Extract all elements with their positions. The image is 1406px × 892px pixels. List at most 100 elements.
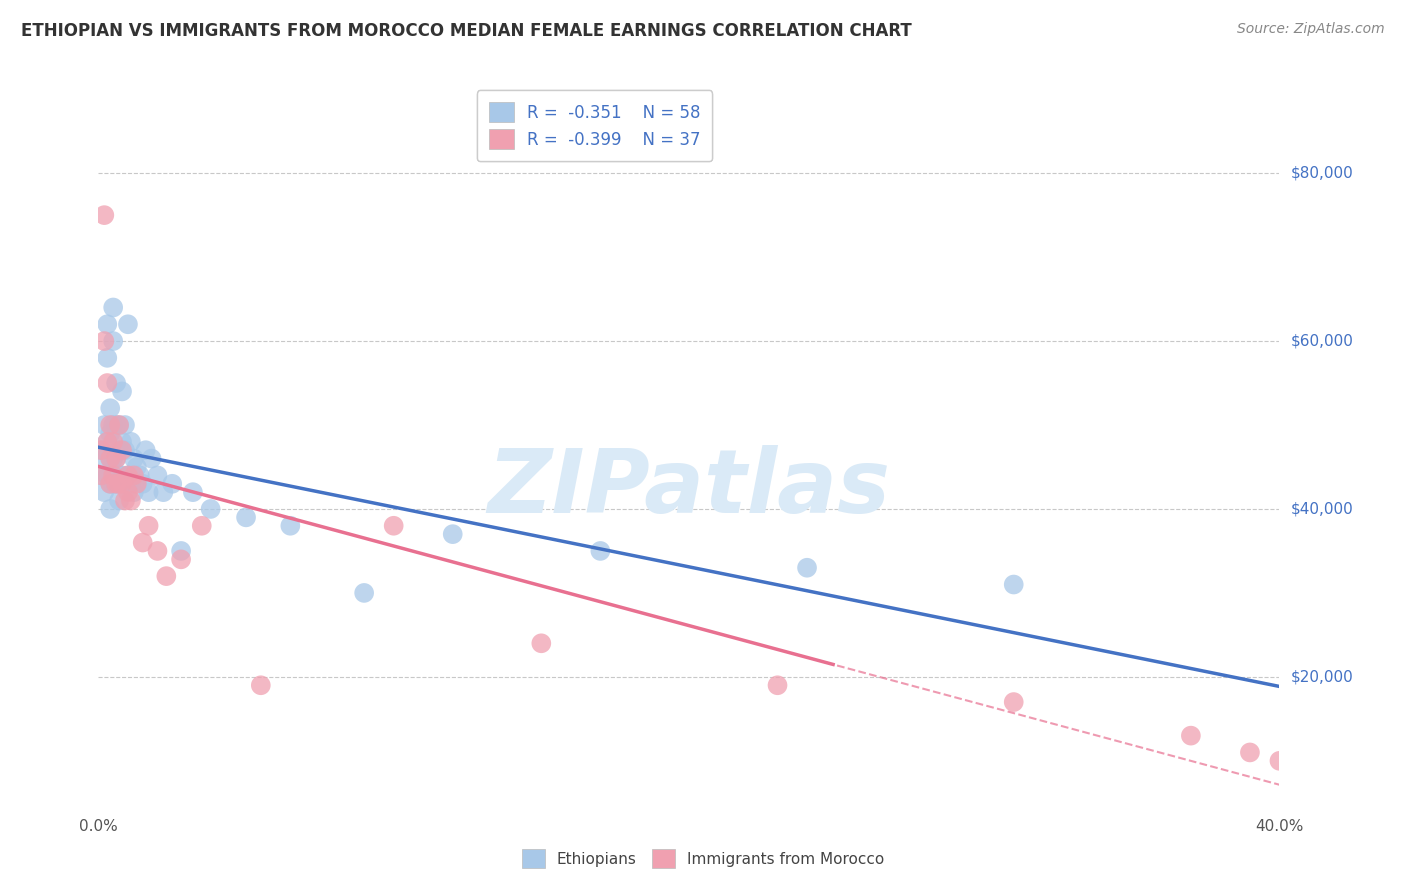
- Point: [117, 468, 139, 483]
- Point: [90, 468, 112, 483]
- Point: [108, 443, 131, 458]
- Point: [1002, 695, 1025, 709]
- Point: [96, 434, 118, 449]
- Point: [98, 502, 121, 516]
- Point: [93, 334, 115, 348]
- Point: [170, 552, 193, 566]
- Point: [98, 476, 121, 491]
- Point: [353, 586, 375, 600]
- Point: [117, 318, 139, 332]
- Point: [278, 518, 302, 533]
- Point: [103, 417, 125, 432]
- Point: [103, 468, 125, 483]
- Point: [125, 460, 148, 475]
- Point: [98, 451, 121, 466]
- Point: [108, 417, 131, 432]
- Point: [111, 476, 134, 491]
- Point: [111, 468, 134, 483]
- Point: [122, 468, 145, 483]
- Point: [1268, 754, 1291, 768]
- Point: [162, 476, 183, 491]
- Text: ETHIOPIAN VS IMMIGRANTS FROM MOROCCO MEDIAN FEMALE EARNINGS CORRELATION CHART: ETHIOPIAN VS IMMIGRANTS FROM MOROCCO MED…: [21, 22, 912, 40]
- Point: [90, 443, 112, 458]
- Point: [117, 468, 139, 483]
- Point: [589, 544, 612, 558]
- Point: [98, 417, 121, 432]
- Point: [93, 451, 115, 466]
- Point: [1239, 746, 1261, 760]
- Point: [105, 451, 128, 466]
- Point: [235, 510, 257, 524]
- Point: [108, 476, 131, 491]
- Point: [138, 518, 160, 533]
- Point: [138, 485, 160, 500]
- Point: [98, 451, 121, 466]
- Point: [132, 476, 155, 491]
- Point: [128, 468, 150, 483]
- Legend: Ethiopians, Immigrants from Morocco: Ethiopians, Immigrants from Morocco: [515, 841, 891, 875]
- Point: [114, 417, 136, 432]
- Text: $80,000: $80,000: [1291, 166, 1354, 181]
- Point: [103, 434, 125, 449]
- Point: [90, 443, 112, 458]
- Point: [114, 493, 136, 508]
- Point: [114, 476, 136, 491]
- Point: [98, 401, 121, 416]
- Point: [98, 476, 121, 491]
- Point: [141, 451, 163, 466]
- Point: [103, 334, 125, 348]
- Point: [170, 544, 193, 558]
- Point: [122, 451, 145, 466]
- Point: [96, 434, 118, 449]
- Point: [103, 451, 125, 466]
- Point: [181, 485, 204, 500]
- Point: [90, 468, 112, 483]
- Point: [120, 493, 142, 508]
- Point: [120, 434, 142, 449]
- Point: [250, 678, 273, 692]
- Point: [111, 434, 134, 449]
- Text: $60,000: $60,000: [1291, 334, 1354, 349]
- Point: [146, 468, 169, 483]
- Point: [111, 384, 134, 399]
- Point: [111, 443, 134, 458]
- Text: ZIPatlas: ZIPatlas: [488, 445, 890, 533]
- Point: [125, 476, 148, 491]
- Text: $20,000: $20,000: [1291, 669, 1354, 684]
- Point: [122, 485, 145, 500]
- Point: [796, 560, 818, 574]
- Point: [1002, 577, 1025, 591]
- Point: [93, 208, 115, 222]
- Point: [120, 476, 142, 491]
- Point: [105, 451, 128, 466]
- Point: [105, 476, 128, 491]
- Point: [105, 376, 128, 390]
- Point: [108, 417, 131, 432]
- Point: [382, 518, 405, 533]
- Point: [96, 351, 118, 365]
- Text: Source: ZipAtlas.com: Source: ZipAtlas.com: [1237, 22, 1385, 37]
- Point: [93, 417, 115, 432]
- Point: [530, 636, 553, 650]
- Text: $40,000: $40,000: [1291, 501, 1354, 516]
- Point: [105, 476, 128, 491]
- Point: [146, 544, 169, 558]
- Point: [114, 443, 136, 458]
- Point: [98, 426, 121, 441]
- Point: [108, 493, 131, 508]
- Point: [96, 318, 118, 332]
- Point: [191, 518, 214, 533]
- Point: [200, 502, 222, 516]
- Point: [108, 468, 131, 483]
- Point: [105, 417, 128, 432]
- Point: [441, 527, 464, 541]
- Point: [103, 301, 125, 315]
- Point: [96, 468, 118, 483]
- Point: [132, 535, 155, 549]
- Point: [103, 476, 125, 491]
- Point: [155, 569, 177, 583]
- Point: [93, 485, 115, 500]
- Point: [96, 376, 118, 390]
- Point: [1180, 729, 1202, 743]
- Point: [152, 485, 174, 500]
